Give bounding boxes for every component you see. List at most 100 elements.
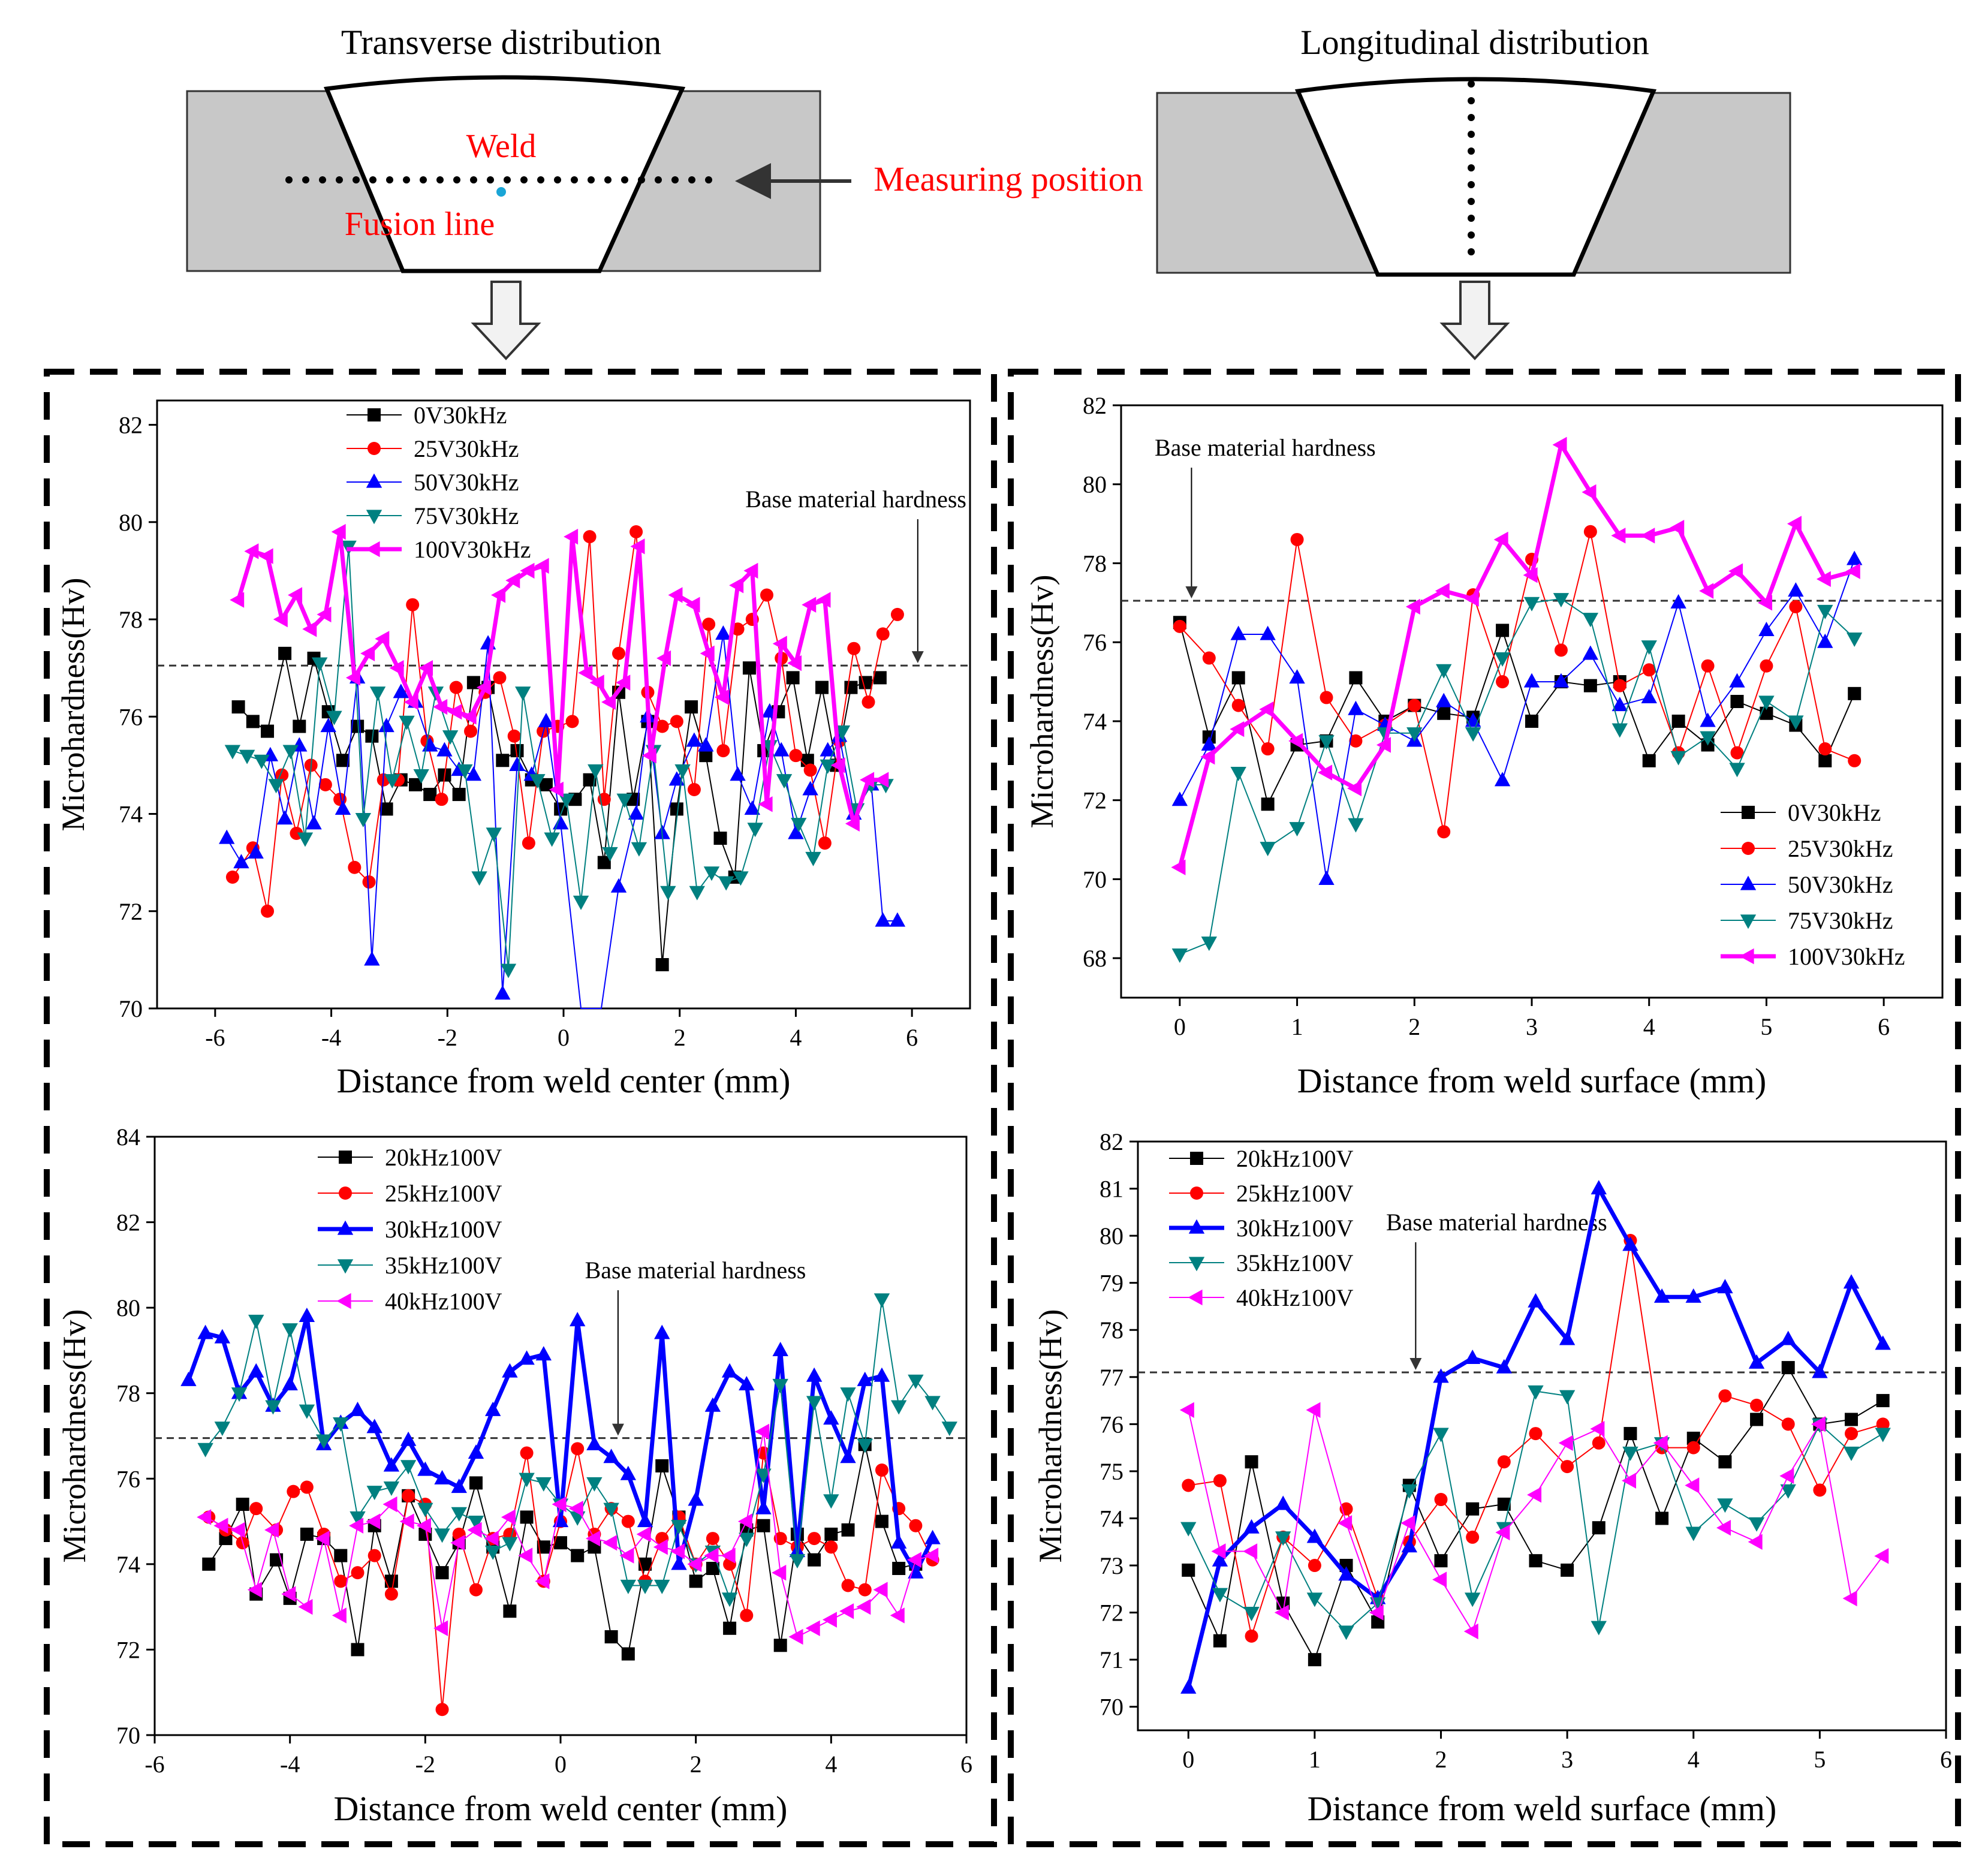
data-point-40kHz100V <box>873 1582 888 1598</box>
longitudinal-title: Longitudinal distribution <box>1300 23 1649 62</box>
data-point-100V30kHz <box>1845 563 1860 579</box>
data-point-100V30kHz <box>534 558 549 574</box>
data-point-75V30kHz <box>399 715 415 730</box>
data-point-25kHz100V <box>1813 1483 1827 1497</box>
data-point-50V30kHz <box>465 766 482 781</box>
data-point-20kHz100V <box>1434 1554 1448 1568</box>
data-point-20kHz100V <box>503 1604 517 1618</box>
data-point-0V30kHz <box>1671 714 1685 728</box>
data-point-100V30kHz <box>578 665 593 681</box>
y-tick-label: 78 <box>119 606 143 633</box>
data-point-0V30kHz <box>379 802 393 816</box>
data-point-50V30kHz <box>820 742 836 757</box>
data-point-25kHz100V <box>909 1519 923 1532</box>
data-point-35kHz100V <box>333 1417 349 1432</box>
data-point-40kHz100V <box>755 1423 770 1440</box>
data-point-35kHz100V <box>315 1434 332 1449</box>
data-point-25V30kHz <box>847 642 861 655</box>
data-point-30kHz100V <box>586 1435 603 1450</box>
data-point-40kHz100V <box>416 1517 431 1534</box>
y-tick-label: 74 <box>119 801 143 828</box>
data-point-100V30kHz <box>787 655 802 671</box>
legend-label: 40kHz100V <box>385 1288 502 1315</box>
x-tick-label: 4 <box>1688 1746 1700 1773</box>
data-point-35kHz100V <box>671 1520 687 1535</box>
data-point-40kHz100V <box>670 1543 685 1559</box>
data-point-20kHz100V <box>469 1476 483 1490</box>
data-point-30kHz100V <box>739 1376 755 1391</box>
data-point-20kHz100V <box>604 1630 618 1644</box>
data-point-0V30kHz <box>670 802 683 816</box>
x-tick-label: 6 <box>1878 1013 1890 1040</box>
legend-marker <box>366 510 382 525</box>
data-point-0V30kHz <box>466 676 480 689</box>
data-point-100V30kHz <box>258 548 273 564</box>
data-point-35kHz100V <box>1275 1531 1291 1546</box>
data-point-30kHz100V <box>1338 1566 1354 1581</box>
data-point-0V30kHz <box>231 700 245 714</box>
data-point-40kHz100V <box>213 1517 228 1534</box>
data-point-30kHz100V <box>1622 1236 1638 1251</box>
data-point-100V30kHz <box>1758 595 1773 611</box>
x-tick-label: 6 <box>960 1751 972 1778</box>
data-point-20kHz100V <box>1718 1455 1732 1469</box>
data-point-25V30kHz <box>1437 825 1451 839</box>
data-point-30kHz100V <box>1653 1288 1670 1303</box>
series-line-50V30kHz <box>1179 559 1856 880</box>
data-point-100V30kHz <box>1611 528 1626 544</box>
data-point-75V30kHz <box>820 759 836 774</box>
annotation-label: Base material hardness <box>585 1257 806 1284</box>
data-point-40kHz100V <box>603 1535 618 1551</box>
data-point-40kHz100V <box>1432 1571 1447 1588</box>
data-point-25kHz100V <box>1434 1493 1448 1507</box>
data-point-35kHz100V <box>417 1502 433 1517</box>
data-point-0V30kHz <box>261 724 275 738</box>
series-line-25V30kHz <box>232 531 898 912</box>
data-point-30kHz100V <box>1496 1359 1513 1374</box>
data-point-20kHz100V <box>1497 1497 1511 1511</box>
data-point-50V30kHz <box>715 625 731 640</box>
data-point-100V30kHz <box>685 597 700 613</box>
x-tick-label: 4 <box>1643 1013 1655 1040</box>
data-point-100V30kHz <box>1435 583 1450 599</box>
data-point-25kHz100V <box>334 1574 348 1588</box>
data-point-25V30kHz <box>565 715 579 728</box>
data-point-50V30kHz <box>788 824 804 839</box>
data-point-30kHz100V <box>519 1350 535 1365</box>
data-point-50V30kHz <box>1201 736 1217 751</box>
data-point-30kHz100V <box>1464 1349 1481 1364</box>
data-point-35kHz100V <box>924 1396 941 1411</box>
data-point-100V30kHz <box>1171 859 1186 875</box>
data-point-100V30kHz <box>1288 733 1303 749</box>
data-point-100V30kHz <box>433 698 448 715</box>
y-axis-label: Microhardness(Hv) <box>56 1309 92 1563</box>
data-point-50V30kHz <box>233 854 249 869</box>
data-point-30kHz100V <box>1559 1330 1576 1345</box>
data-point-25kHz100V <box>740 1609 754 1622</box>
data-point-75V30kHz <box>1758 695 1775 710</box>
data-point-40kHz100V <box>433 1620 448 1636</box>
data-point-75V30kHz <box>631 842 647 857</box>
data-point-75V30kHz <box>689 886 705 901</box>
y-tick-label: 76 <box>1100 1411 1123 1438</box>
legend-marker <box>339 1151 352 1164</box>
y-tick-label: 82 <box>119 412 143 439</box>
y-tick-label: 73 <box>1100 1552 1123 1579</box>
data-point-75V30kHz <box>384 774 400 789</box>
x-tick-label: -4 <box>280 1751 300 1778</box>
legend-marker <box>337 1259 354 1274</box>
data-point-35kHz100V <box>654 1579 670 1594</box>
data-point-50V30kHz <box>538 712 555 727</box>
data-point-75V30kHz <box>312 657 328 672</box>
data-point-20kHz100V <box>435 1566 449 1580</box>
x-tick-label: 2 <box>690 1751 702 1778</box>
data-point-35kHz100V <box>383 1481 400 1496</box>
data-point-40kHz100V <box>636 1526 651 1543</box>
data-point-40kHz100V <box>1842 1590 1857 1607</box>
data-point-40kHz100V <box>366 1513 381 1529</box>
data-point-35kHz100V <box>1180 1522 1197 1537</box>
data-point-30kHz100V <box>688 1491 704 1506</box>
x-tick-label: 0 <box>1182 1746 1194 1773</box>
data-point-25V30kHz <box>1408 698 1421 712</box>
